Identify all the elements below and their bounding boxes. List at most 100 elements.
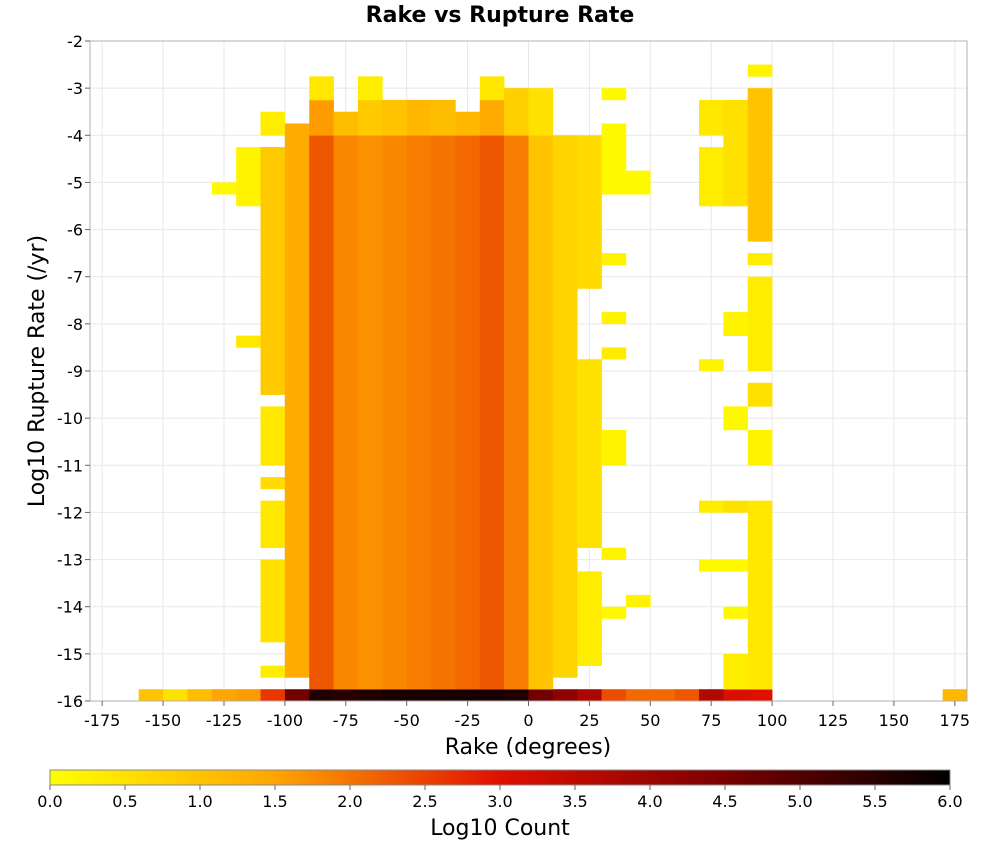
heatmap-cell: [138, 689, 164, 702]
heatmap-cell: [406, 135, 432, 690]
heatmap-cell: [236, 147, 261, 207]
heatmap-cell: [699, 99, 724, 136]
x-tick-label: 100: [757, 711, 788, 730]
heatmap-cell: [723, 653, 749, 690]
heatmap-cell: [747, 500, 773, 690]
y-tick-label: -5: [67, 173, 83, 192]
heatmap-cell: [601, 606, 627, 619]
heatmap-cell: [601, 123, 627, 195]
heatmap-cell: [357, 135, 383, 690]
heatmap-cell: [455, 111, 481, 136]
heatmap-cell: [260, 665, 286, 678]
heatmap-cell: [260, 689, 286, 702]
colorbar-tick-label: 1.5: [262, 792, 287, 811]
heatmap-cell: [236, 689, 261, 702]
heatmap-cells: [138, 64, 968, 702]
heatmap-cell: [284, 123, 310, 678]
heatmap-cell: [309, 689, 334, 702]
colorbar-ticks: 0.0 0.5 1.0 1.5 2.0 2.5 3.0 3.5 4.0 4.5 5.0 5.5 6.0: [37, 785, 963, 811]
heatmap-cell: [309, 99, 334, 136]
y-tick-label: -12: [57, 503, 83, 522]
y-tick-label: -7: [67, 268, 83, 287]
heatmap-cell: [723, 606, 749, 619]
heatmap-cell: [723, 312, 749, 336]
heatmap-cell: [187, 689, 213, 702]
colorbar-tick-label: 0.5: [112, 792, 137, 811]
y-tick-label: -9: [67, 362, 83, 381]
heatmap-cell: [699, 500, 724, 513]
heatmap-cell: [382, 689, 407, 702]
heatmap-cell: [479, 689, 505, 702]
heatmap-cell: [723, 689, 749, 702]
colorbar-tick-label: 3.5: [562, 792, 587, 811]
colorbar: [49, 769, 951, 786]
heatmap-cell: [431, 689, 456, 702]
y-tick-label: -10: [57, 409, 83, 428]
y-tick-label: -14: [57, 598, 83, 617]
y-axis-label: Log10 Rupture Rate (/yr): [25, 235, 50, 507]
heatmap-cell: [333, 689, 359, 702]
heatmap-cell: [577, 135, 602, 289]
heatmap-cell: [479, 76, 505, 101]
heatmap-cell: [163, 689, 188, 702]
x-tick-label: -125: [206, 711, 242, 730]
y-axis-ticks: -2 -3 -4 -5 -6 -7 -8 -9 -10 -11 -12 -13 -14 -15 -16: [57, 32, 90, 711]
heatmap-cell: [552, 689, 578, 702]
heatmap-cell: [504, 689, 529, 702]
colorbar-tick-label: 5.0: [787, 792, 812, 811]
heatmap-cell: [333, 111, 359, 136]
colorbar-tick-label: 2.0: [337, 792, 362, 811]
heatmap-cell: [747, 429, 773, 466]
heatmap-cell: [699, 559, 724, 572]
heatmap-cell: [260, 477, 286, 490]
heatmap-cell: [699, 689, 724, 702]
x-tick-label: -100: [267, 711, 303, 730]
x-tick-label: 0: [523, 711, 533, 730]
heatmap-cell: [747, 689, 773, 702]
heatmap-cell: [942, 689, 968, 702]
heatmap-cell: [357, 99, 383, 136]
heatmap-cell: [747, 64, 773, 77]
heatmap-cell: [431, 135, 456, 690]
heatmap-cell: [260, 559, 286, 643]
y-tick-label: -6: [67, 221, 83, 240]
heatmap-cell: [699, 359, 724, 372]
heatmap-cell: [431, 99, 456, 136]
heatmap-cell: [601, 312, 627, 325]
heatmap-cell: [528, 689, 554, 702]
heatmap-cell: [260, 147, 286, 395]
colorbar-tick-label: 4.5: [712, 792, 737, 811]
heatmap-cell: [723, 500, 749, 513]
heatmap-cell: [211, 182, 237, 195]
y-tick-label: -8: [67, 315, 83, 334]
y-tick-label: -16: [57, 692, 83, 711]
heatmap-cell: [504, 135, 529, 690]
heatmap-cell: [577, 571, 602, 666]
heatmap-cell: [747, 276, 773, 372]
heatmap-cell: [601, 88, 627, 101]
heatmap-cell: [747, 253, 773, 266]
colorbar-tick-label: 1.0: [187, 792, 212, 811]
heatmap-cell: [333, 135, 359, 690]
heatmap-cell: [747, 88, 773, 242]
chart-title: Rake vs Rupture Rate: [366, 3, 635, 28]
heatmap-cell: [260, 406, 286, 466]
heatmap-cell: [504, 88, 529, 136]
heatmap-cell: [625, 170, 651, 195]
x-tick-label: 125: [818, 711, 849, 730]
heatmap-cell: [699, 147, 724, 207]
x-tick-label: -75: [333, 711, 359, 730]
y-tick-label: -2: [67, 32, 83, 51]
heatmap-cell: [650, 689, 675, 702]
heatmap-cell: [601, 547, 627, 560]
heatmap-cell: [528, 135, 554, 690]
heatmap-cell: [260, 111, 286, 136]
colorbar-tick-label: 6.0: [937, 792, 962, 811]
heatmap-cell: [577, 689, 602, 702]
heatmap-cell: [601, 429, 627, 466]
heatmap-cell: [236, 335, 261, 348]
x-tick-label: 150: [879, 711, 910, 730]
x-tick-label: 50: [640, 711, 660, 730]
heatmap-cell: [723, 99, 749, 207]
